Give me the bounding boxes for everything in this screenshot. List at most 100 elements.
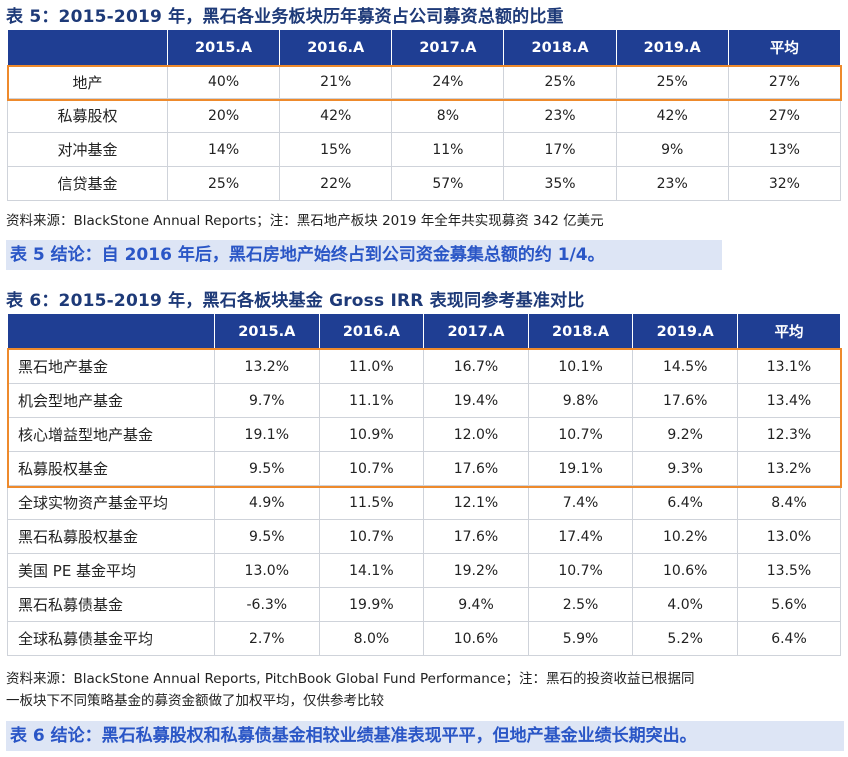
table-cell: 17.6% bbox=[423, 451, 529, 486]
table6-source-note-line1: 资料来源：BlackStone Annual Reports, PitchBoo… bbox=[6, 671, 695, 687]
table-cell: 10.9% bbox=[318, 417, 425, 452]
table-cell: 8.0% bbox=[318, 621, 425, 656]
table-cell: 17.4% bbox=[527, 519, 634, 554]
row-label: 美国 PE 基金平均 bbox=[7, 553, 215, 588]
table-cell: 16.7% bbox=[423, 349, 529, 384]
table-cell: 19.2% bbox=[423, 553, 529, 588]
table5-header-2019: 2019.A bbox=[615, 29, 729, 66]
table-cell: 25% bbox=[166, 166, 281, 201]
table-row: 地产 40% 21% 24% 25% 25% 27% bbox=[7, 65, 842, 99]
row-label: 全球私募债基金平均 bbox=[7, 621, 215, 656]
table-cell: 10.1% bbox=[527, 349, 634, 384]
table-cell: 17.6% bbox=[423, 519, 529, 554]
row-label: 黑石地产基金 bbox=[7, 349, 215, 384]
table-cell: 9.2% bbox=[632, 417, 738, 452]
table-cell: 25% bbox=[503, 65, 617, 99]
table-cell: 11.5% bbox=[318, 485, 425, 520]
table-cell: 21% bbox=[279, 65, 393, 99]
table5-title: 表 5：2015-2019 年，黑石各业务板块历年募资占公司募资总额的比重 bbox=[6, 7, 564, 27]
table-cell: 13% bbox=[727, 132, 842, 167]
table-cell: 10.7% bbox=[318, 451, 425, 486]
table-cell: 40% bbox=[166, 65, 281, 99]
table-cell: 32% bbox=[727, 166, 842, 201]
table-cell: 13.5% bbox=[737, 553, 841, 588]
row-label: 黑石私募债基金 bbox=[7, 587, 215, 622]
table-row: 黑石地产基金 13.2% 11.0% 16.7% 10.1% 14.5% 13.… bbox=[7, 349, 841, 384]
table-cell: 17.6% bbox=[632, 383, 738, 418]
table-cell: 19.9% bbox=[318, 587, 425, 622]
row-label: 黑石私募股权基金 bbox=[7, 519, 215, 554]
table5: 2015.A 2016.A 2017.A 2018.A 2019.A 平均 地产… bbox=[7, 29, 842, 201]
table-cell: 23% bbox=[615, 166, 729, 201]
table-cell: 5.6% bbox=[737, 587, 841, 622]
table-cell: 5.9% bbox=[527, 621, 634, 656]
table6-header-blank bbox=[7, 313, 215, 350]
row-label: 机会型地产基金 bbox=[7, 383, 215, 418]
table6-header-2016: 2016.A bbox=[318, 313, 425, 350]
table-cell: 11% bbox=[391, 132, 505, 167]
row-label: 私募股权基金 bbox=[7, 451, 215, 486]
table-cell: 10.6% bbox=[423, 621, 529, 656]
table-cell: 22% bbox=[279, 166, 393, 201]
table-cell: 2.5% bbox=[527, 587, 634, 622]
table-cell: 25% bbox=[615, 65, 729, 99]
table-cell: 13.4% bbox=[737, 383, 841, 418]
table-cell: 2.7% bbox=[214, 621, 320, 656]
table-cell: 20% bbox=[166, 98, 281, 133]
table-cell: 19.1% bbox=[214, 417, 320, 452]
row-label: 私募股权 bbox=[7, 98, 168, 133]
table-cell: 10.2% bbox=[632, 519, 738, 554]
table6: 2015.A 2016.A 2017.A 2018.A 2019.A 平均 黑石… bbox=[7, 313, 841, 656]
table-cell: 27% bbox=[727, 98, 842, 133]
table-row: 全球实物资产基金平均 4.9% 11.5% 12.1% 7.4% 6.4% 8.… bbox=[7, 485, 841, 520]
table-cell: 42% bbox=[279, 98, 393, 133]
table-cell: 15% bbox=[279, 132, 393, 167]
row-label: 地产 bbox=[7, 65, 168, 99]
table-cell: 27% bbox=[727, 65, 842, 99]
table-cell: 9.5% bbox=[214, 519, 320, 554]
table-cell: 24% bbox=[391, 65, 505, 99]
table-row: 核心增益型地产基金 19.1% 10.9% 12.0% 10.7% 9.2% 1… bbox=[7, 417, 841, 452]
table6-source-note-line2: 一板块下不同策略基金的募资金额做了加权平均，仅供参考比较 bbox=[6, 693, 384, 709]
table-cell: 14% bbox=[166, 132, 281, 167]
table5-header-2015: 2015.A bbox=[166, 29, 281, 66]
row-label: 对冲基金 bbox=[7, 132, 168, 167]
table6-header-2017: 2017.A bbox=[423, 313, 529, 350]
table-row: 私募股权基金 9.5% 10.7% 17.6% 19.1% 9.3% 13.2% bbox=[7, 451, 841, 486]
table6-conclusion: 表 6 结论：黑石私募股权和私募债基金相较业绩基准表现平平，但地产基金业绩长期突… bbox=[6, 721, 844, 751]
table-cell: 7.4% bbox=[527, 485, 634, 520]
table5-header-2018: 2018.A bbox=[503, 29, 617, 66]
row-label: 核心增益型地产基金 bbox=[7, 417, 215, 452]
table-cell: 13.0% bbox=[214, 553, 320, 588]
table-row: 黑石私募股权基金 9.5% 10.7% 17.6% 17.4% 10.2% 13… bbox=[7, 519, 841, 554]
table-cell: 4.0% bbox=[632, 587, 738, 622]
table-row: 机会型地产基金 9.7% 11.1% 19.4% 9.8% 17.6% 13.4… bbox=[7, 383, 841, 418]
table-cell: 14.5% bbox=[632, 349, 738, 384]
table5-header-2016: 2016.A bbox=[279, 29, 393, 66]
table-row: 私募股权 20% 42% 8% 23% 42% 27% bbox=[7, 98, 842, 133]
table-cell: 13.2% bbox=[737, 451, 841, 486]
table-cell: 11.1% bbox=[318, 383, 425, 418]
table-cell: 12.0% bbox=[423, 417, 529, 452]
table-cell: 10.7% bbox=[527, 417, 634, 452]
table6-title: 表 6：2015-2019 年，黑石各板块基金 Gross IRR 表现同参考基… bbox=[6, 291, 585, 311]
table-row: 美国 PE 基金平均 13.0% 14.1% 19.2% 10.7% 10.6%… bbox=[7, 553, 841, 588]
table-cell: 11.0% bbox=[318, 349, 425, 384]
table-cell: 8.4% bbox=[737, 485, 841, 520]
table6-header-2019: 2019.A bbox=[632, 313, 738, 350]
table-cell: 42% bbox=[615, 98, 729, 133]
table-cell: 9.8% bbox=[527, 383, 634, 418]
table-cell: 19.1% bbox=[527, 451, 634, 486]
table-cell: 9.5% bbox=[214, 451, 320, 486]
table-cell: 10.6% bbox=[632, 553, 738, 588]
table-cell: 9.4% bbox=[423, 587, 529, 622]
table-cell: 13.0% bbox=[737, 519, 841, 554]
table5-header-row: 2015.A 2016.A 2017.A 2018.A 2019.A 平均 bbox=[7, 29, 842, 66]
table-cell: 17% bbox=[503, 132, 617, 167]
table-row: 黑石私募债基金 -6.3% 19.9% 9.4% 2.5% 4.0% 5.6% bbox=[7, 587, 841, 622]
table6-header-2015: 2015.A bbox=[214, 313, 320, 350]
table-cell: 9% bbox=[615, 132, 729, 167]
table-row: 信贷基金 25% 22% 57% 35% 23% 32% bbox=[7, 166, 842, 201]
table-cell: 6.4% bbox=[632, 485, 738, 520]
table-cell: 9.7% bbox=[214, 383, 320, 418]
